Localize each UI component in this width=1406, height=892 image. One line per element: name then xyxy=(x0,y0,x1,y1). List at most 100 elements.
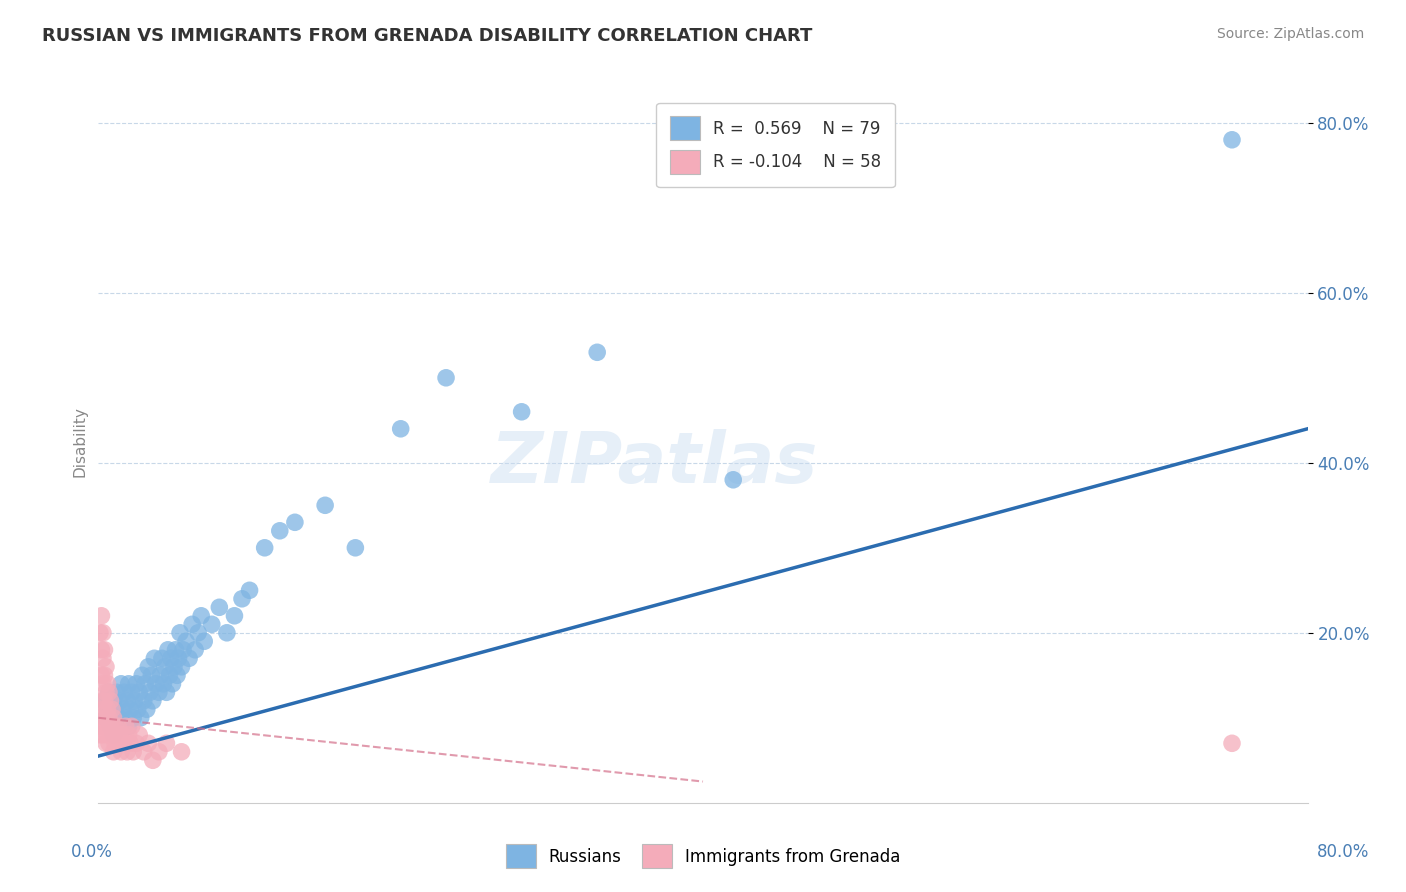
Point xyxy=(98,736,121,750)
Point xyxy=(143,651,166,665)
Point xyxy=(98,685,121,699)
Point xyxy=(163,660,186,674)
Point xyxy=(148,685,170,699)
Point xyxy=(91,677,114,691)
Point xyxy=(150,651,173,665)
Point xyxy=(115,694,138,708)
Point xyxy=(284,516,307,530)
Text: 0.0%: 0.0% xyxy=(70,843,112,861)
Point xyxy=(112,736,135,750)
Point xyxy=(141,668,163,682)
Point xyxy=(231,591,253,606)
Legend: R =  0.569    N = 79, R = -0.104    N = 58: R = 0.569 N = 79, R = -0.104 N = 58 xyxy=(657,103,894,187)
Point xyxy=(167,651,190,665)
Point xyxy=(224,608,246,623)
Point xyxy=(510,405,533,419)
Point xyxy=(93,642,115,657)
Point xyxy=(112,685,135,699)
Point xyxy=(104,702,127,716)
Point xyxy=(89,711,111,725)
Point xyxy=(100,694,122,708)
Point xyxy=(94,711,117,725)
Point xyxy=(91,702,114,716)
Point xyxy=(132,694,155,708)
Point xyxy=(110,719,132,733)
Point xyxy=(201,617,224,632)
Legend: Russians, Immigrants from Grenada: Russians, Immigrants from Grenada xyxy=(499,838,907,875)
Point xyxy=(103,745,125,759)
Point xyxy=(134,677,156,691)
Point xyxy=(105,685,128,699)
Point xyxy=(166,668,188,682)
Point xyxy=(90,642,112,657)
Point xyxy=(253,541,276,555)
Point xyxy=(136,736,159,750)
Text: ZIPatlas: ZIPatlas xyxy=(491,429,818,498)
Y-axis label: Disability: Disability xyxy=(72,406,87,477)
Point xyxy=(96,702,118,716)
Point xyxy=(103,728,125,742)
Point xyxy=(98,685,121,699)
Point xyxy=(145,677,167,691)
Point xyxy=(120,702,142,716)
Point xyxy=(110,745,132,759)
Point xyxy=(184,642,207,657)
Point xyxy=(1220,736,1243,750)
Point xyxy=(98,711,121,725)
Point xyxy=(155,736,177,750)
Point xyxy=(124,694,146,708)
Point xyxy=(160,651,183,665)
Point xyxy=(125,736,148,750)
Point xyxy=(586,345,609,359)
Point xyxy=(127,702,149,716)
Point xyxy=(110,736,132,750)
Point xyxy=(131,668,153,682)
Point xyxy=(121,719,143,733)
Point xyxy=(172,642,194,657)
Point xyxy=(96,728,118,742)
Point xyxy=(139,685,162,699)
Text: RUSSIAN VS IMMIGRANTS FROM GRENADA DISABILITY CORRELATION CHART: RUSSIAN VS IMMIGRANTS FROM GRENADA DISAB… xyxy=(42,27,813,45)
Point xyxy=(135,702,157,716)
Point xyxy=(114,711,136,725)
Point xyxy=(93,694,115,708)
Point xyxy=(93,719,115,733)
Point xyxy=(107,711,129,725)
Point xyxy=(156,642,179,657)
Point xyxy=(94,711,117,725)
Point xyxy=(149,668,172,682)
Point xyxy=(179,651,201,665)
Point xyxy=(159,668,181,682)
Point xyxy=(120,736,142,750)
Point xyxy=(101,728,124,742)
Point xyxy=(170,745,193,759)
Point xyxy=(115,745,138,759)
Point xyxy=(1220,133,1243,147)
Point xyxy=(101,711,124,725)
Point xyxy=(114,719,136,733)
Point xyxy=(155,685,177,699)
Point xyxy=(108,694,131,708)
Point xyxy=(90,719,112,733)
Point xyxy=(132,745,155,759)
Point xyxy=(90,668,112,682)
Point xyxy=(344,541,367,555)
Point xyxy=(165,642,187,657)
Point xyxy=(94,685,117,699)
Point xyxy=(153,660,176,674)
Point xyxy=(142,694,165,708)
Point xyxy=(169,625,191,640)
Point xyxy=(110,677,132,691)
Point xyxy=(125,677,148,691)
Point xyxy=(118,677,141,691)
Point xyxy=(142,753,165,767)
Point xyxy=(129,711,152,725)
Point xyxy=(170,660,193,674)
Point xyxy=(314,498,336,512)
Point xyxy=(101,702,124,716)
Point xyxy=(104,736,127,750)
Point xyxy=(148,745,170,759)
Point xyxy=(108,728,131,742)
Point xyxy=(111,728,134,742)
Point xyxy=(100,719,122,733)
